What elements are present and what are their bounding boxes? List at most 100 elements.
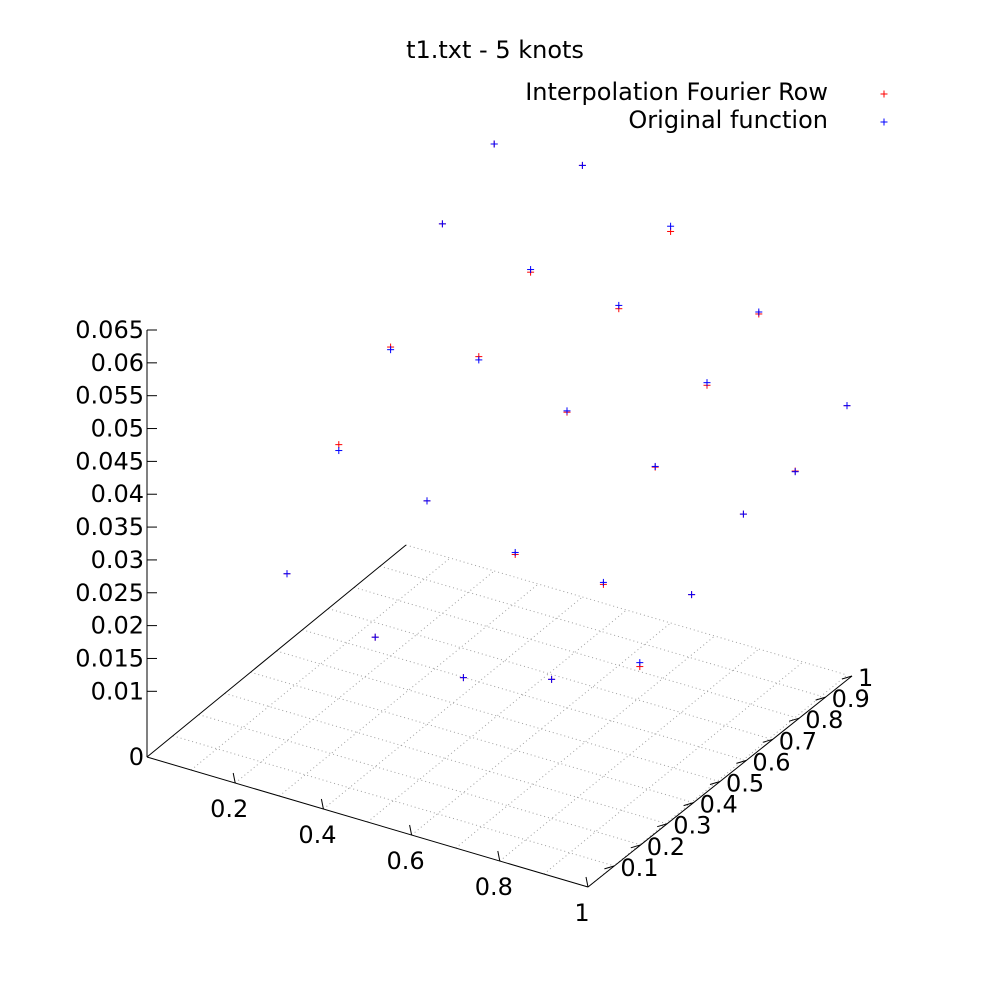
grid-line-x [190, 557, 451, 771]
x-tick-label: 1 [574, 899, 589, 927]
y-tick [841, 675, 853, 680]
original-point [651, 462, 659, 470]
original-point [615, 301, 623, 309]
z-tick-label: 0.01 [91, 677, 144, 705]
original-point [636, 659, 644, 667]
z-tick-label: 0.025 [75, 579, 144, 607]
legend-marker-point [880, 118, 888, 126]
y-tick [630, 844, 641, 849]
grid-line-y [172, 735, 615, 867]
original-point [527, 266, 535, 274]
legend: Interpolation Fourier Row Original funct… [525, 78, 888, 134]
original-point [423, 497, 431, 505]
z-tick-label: 0.04 [91, 480, 144, 508]
original-point [578, 161, 586, 169]
original-point [688, 591, 696, 599]
grid-line-x [278, 583, 539, 797]
legend-marker-interpolation [880, 90, 888, 98]
grid-line-y [224, 692, 666, 824]
z-tick-label: 0 [129, 743, 144, 771]
z-tick-label: 0.015 [75, 644, 144, 672]
original-point [438, 220, 446, 228]
original-point [599, 578, 607, 586]
y-tick-label: 0.8 [805, 706, 843, 734]
y-tick-label: 0.2 [647, 833, 685, 861]
x-tick [409, 824, 413, 836]
original-point [548, 675, 556, 683]
grid-line-y [276, 650, 718, 782]
grid-line-x [499, 648, 760, 862]
y-axis-back-line [146, 544, 407, 758]
original-point [490, 140, 498, 148]
y-tick-label: 0.4 [700, 791, 738, 819]
grid-line-x [367, 609, 627, 823]
z-tick-label: 0.02 [91, 612, 144, 640]
z-tick-label: 0.03 [91, 546, 144, 574]
x-tick-label: 0.2 [210, 795, 248, 823]
y-tick [709, 781, 721, 785]
interpolation-point [335, 441, 343, 449]
x-tick [585, 876, 589, 888]
grid-line-x [411, 622, 671, 836]
original-point [791, 468, 799, 476]
z-tick-label: 0.045 [75, 447, 144, 475]
legend-marker-original [880, 118, 888, 126]
x-tick-label: 0.8 [475, 873, 513, 901]
original-point [371, 633, 379, 641]
grid-line-y [379, 565, 822, 697]
y-tick-label: 0.6 [752, 748, 790, 776]
y-tick-label: 0.1 [620, 854, 658, 882]
y-tick [683, 802, 694, 807]
original-point [843, 402, 851, 410]
data-points [283, 140, 851, 683]
y-tick-label: 0.5 [726, 770, 764, 798]
original-point [511, 548, 519, 556]
z-tick-label: 0.06 [91, 349, 144, 377]
grid-line-y [328, 608, 770, 740]
y-tick-label: 0.3 [673, 812, 711, 840]
original-point [703, 379, 711, 387]
y-tick-label: 0.7 [779, 727, 817, 755]
original-point [283, 570, 291, 578]
legend-label-original: Original function [628, 106, 828, 134]
y-tick [736, 759, 747, 764]
y-tick [657, 823, 668, 828]
x-axis-line [146, 756, 589, 888]
original-point [739, 510, 747, 518]
z-tick-label: 0.055 [75, 382, 144, 410]
z-tick-label: 0.065 [75, 316, 144, 344]
x-tick [497, 850, 501, 862]
chart-title: t1.txt - 5 knots [406, 36, 584, 64]
x-tick-label: 0.6 [387, 847, 425, 875]
grid-line-y [198, 714, 640, 846]
y-tick [762, 738, 773, 743]
y-tick-label: 0.9 [832, 685, 870, 713]
original-point [335, 447, 343, 455]
legend-label-interpolation: Interpolation Fourier Row [525, 78, 828, 106]
grid-line-y [250, 671, 692, 803]
original-point [475, 356, 483, 364]
original-point [563, 407, 571, 415]
grid-line-x [323, 596, 583, 810]
grid-line-y [302, 629, 744, 761]
tick-labels: 0 0.01 0.015 0.02 0.025 0.03 0.035 0.04 0.045 0.0… [75, 316, 873, 927]
grid-line-y [354, 586, 796, 718]
y-tick [789, 717, 800, 722]
original-point [755, 308, 763, 316]
grid-line-x [234, 570, 495, 784]
x-tick [232, 772, 236, 784]
axes [146, 329, 853, 888]
z-tick-label: 0.05 [91, 415, 144, 443]
x-tick-label: 0.4 [298, 821, 336, 849]
y-tick [604, 865, 615, 870]
legend-marker-point [880, 90, 888, 98]
base-grid [172, 544, 848, 888]
grid-line-y [405, 544, 848, 676]
original-point [667, 222, 675, 230]
y-tick-label: 1 [858, 664, 873, 692]
original-point [459, 674, 467, 682]
y-tick [815, 696, 826, 701]
original-point [387, 346, 395, 354]
z-tick-label: 0.035 [75, 513, 144, 541]
